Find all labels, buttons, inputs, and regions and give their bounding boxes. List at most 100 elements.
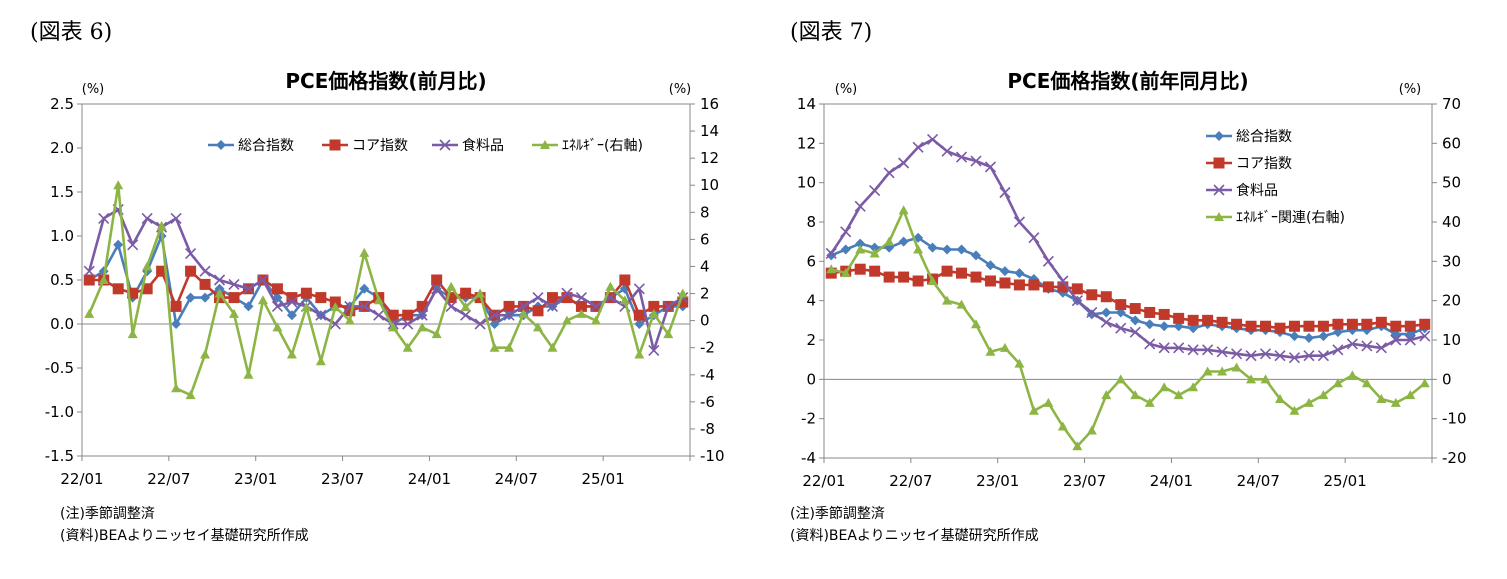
data-point — [985, 260, 996, 271]
data-point — [388, 322, 399, 332]
left-tick-label: 1.5 — [50, 183, 74, 201]
data-point — [970, 271, 982, 283]
right-tick-label: 4 — [700, 257, 710, 275]
data-point — [575, 292, 587, 304]
x-tick-label: 23/07 — [321, 470, 364, 488]
data-point — [677, 288, 688, 298]
figure-label: (図表 7) — [790, 20, 873, 45]
data-point — [257, 295, 268, 305]
right-tick-label: 14 — [700, 122, 719, 140]
data-point — [243, 369, 254, 379]
data-point — [504, 342, 515, 352]
data-point — [633, 283, 645, 295]
data-point — [1043, 397, 1054, 407]
data-point — [912, 275, 924, 287]
data-point — [898, 236, 909, 247]
right-tick-label: 40 — [1442, 213, 1461, 231]
right-tick-label: 12 — [700, 149, 719, 167]
data-point — [460, 287, 472, 299]
data-point — [489, 309, 501, 321]
data-point — [912, 141, 924, 153]
data-point — [141, 283, 153, 295]
data-point — [1086, 306, 1098, 319]
x-tick-label: 25/01 — [582, 470, 625, 488]
data-point — [1057, 281, 1069, 293]
right-tick-label: -20 — [1442, 449, 1467, 467]
data-point — [1158, 342, 1170, 354]
data-point — [1216, 316, 1228, 328]
left-tick-label: -4 — [801, 449, 816, 467]
data-point — [1173, 312, 1185, 324]
data-point — [1213, 184, 1225, 196]
x-tick-label: 22/07 — [889, 472, 932, 490]
data-point — [127, 239, 139, 251]
data-point — [1303, 397, 1314, 407]
left-tick-label: 2.0 — [50, 139, 74, 157]
legend-label: ｴﾈﾙｷﾞｰ(右軸) — [562, 138, 643, 154]
data-point — [1361, 318, 1373, 330]
data-point — [1289, 405, 1300, 415]
data-point — [1361, 378, 1372, 388]
data-point — [547, 342, 558, 352]
data-point — [576, 308, 587, 318]
data-point — [1303, 320, 1315, 332]
data-point — [1275, 394, 1285, 403]
data-point — [1100, 316, 1112, 328]
data-point — [971, 250, 981, 261]
data-point — [941, 265, 953, 277]
data-point — [1404, 334, 1416, 346]
data-point — [927, 242, 938, 253]
data-point — [1158, 308, 1170, 320]
data-point — [1130, 315, 1141, 326]
right-tick-label: -10 — [700, 447, 725, 465]
data-point — [1014, 358, 1025, 368]
legend-label: 総合指数 — [1236, 129, 1292, 145]
data-point — [941, 145, 953, 157]
data-point — [1028, 232, 1040, 244]
data-point — [1187, 344, 1199, 356]
data-point — [1376, 394, 1387, 403]
series-food — [825, 133, 1431, 364]
data-point — [648, 308, 659, 318]
data-point — [1101, 307, 1112, 318]
data-point — [984, 161, 997, 173]
data-point — [1144, 319, 1155, 330]
data-point — [373, 295, 384, 305]
x-tick-label: 23/07 — [1063, 472, 1106, 490]
data-point — [242, 283, 255, 295]
legend-label: コア指数 — [1236, 156, 1292, 172]
x-tick-label: 25/01 — [1324, 472, 1367, 490]
right-tick-label: 8 — [700, 203, 710, 221]
data-point — [1173, 390, 1184, 400]
data-point — [300, 287, 312, 299]
data-point — [142, 261, 153, 271]
data-point — [416, 300, 428, 312]
data-point — [228, 292, 240, 304]
right-tick-label: 60 — [1442, 134, 1461, 152]
data-point — [540, 140, 550, 149]
data-point — [301, 302, 312, 312]
left-tick-label: 0.5 — [50, 271, 74, 289]
data-point — [662, 300, 674, 312]
data-point — [489, 342, 500, 352]
data-point — [112, 283, 124, 295]
data-point — [417, 322, 428, 332]
data-point — [970, 155, 982, 167]
data-point — [648, 300, 660, 312]
data-point — [286, 296, 298, 308]
data-point — [83, 274, 95, 286]
data-point — [1014, 268, 1025, 279]
data-point — [286, 310, 297, 321]
legend-label: 食料品 — [462, 137, 504, 154]
data-point — [898, 271, 910, 283]
chart-yoy: PCE価格指数(前年同月比)(%) (%)-4-202468101214-20-1… — [797, 69, 1467, 490]
right-tick-label: 2 — [700, 285, 710, 303]
chart-mom: PCE価格指数(前月比) (%) (%) -1.5 -1.0 -0.5 0.0 0.5 1.0 1… — [45, 69, 725, 488]
data-point — [590, 315, 601, 325]
right-tick-label: -10 — [1442, 410, 1467, 428]
chart-title: PCE価格指数(前月比) — [285, 69, 486, 93]
data-point — [113, 239, 124, 250]
data-point — [1072, 441, 1083, 451]
data-point — [942, 244, 953, 255]
data-point — [358, 300, 370, 312]
